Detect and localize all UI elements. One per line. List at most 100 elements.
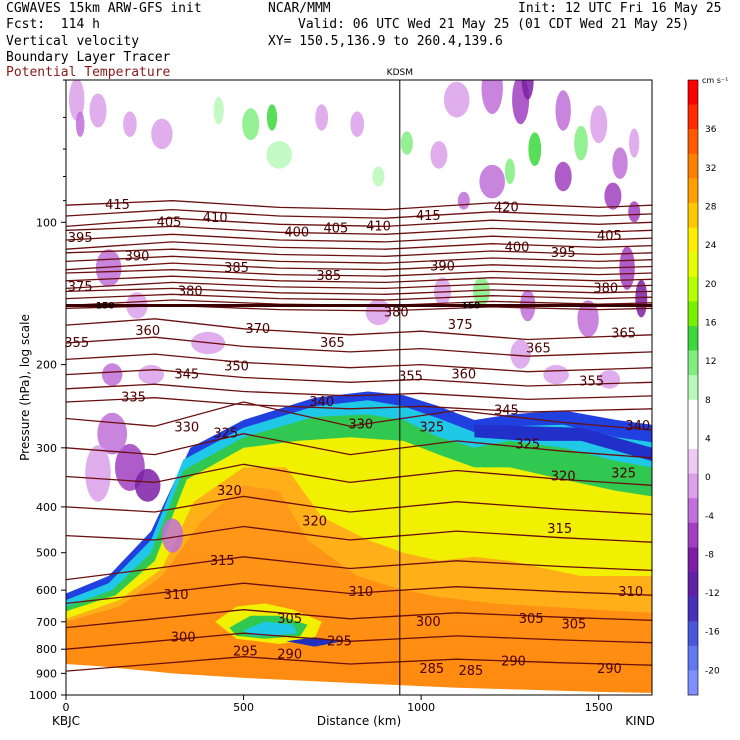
vertical-velocity-blob (604, 182, 622, 210)
y-tick-label: 600 (36, 584, 57, 597)
theta-label: 410 (203, 211, 228, 226)
theta-label: 380 (593, 281, 618, 296)
theta-contour (66, 525, 652, 543)
vertical-velocity-blob (400, 131, 413, 155)
theta-contour (66, 495, 652, 516)
theta-label: 410 (366, 219, 391, 234)
colorbar-swatch (688, 498, 698, 524)
theta-label: 290 (277, 647, 302, 662)
theta-label: 390 (430, 260, 455, 275)
theta-contour (66, 262, 652, 271)
theta-label: 300 (416, 615, 441, 630)
theta-label: 375 (68, 280, 93, 295)
tracer-cyan-pocket (243, 621, 297, 636)
colorbar-label: 28 (705, 203, 717, 213)
tropopause-label: 150 (462, 302, 481, 312)
theta-label: 310 (164, 588, 189, 603)
theta-contour (66, 225, 652, 235)
theta-label: 310 (618, 585, 643, 600)
colorbar-label: 16 (705, 319, 717, 329)
theta-label: 420 (494, 200, 519, 215)
theta-label: 400 (505, 240, 530, 255)
theta-label: 345 (494, 403, 519, 418)
colorbar-label: 4 (705, 435, 711, 445)
theta-contour (66, 269, 652, 277)
tropopause-label: 150 (96, 302, 115, 312)
theta-contour (66, 275, 652, 284)
theta-label: 320 (217, 484, 242, 499)
theta-contour (66, 233, 652, 243)
vertical-velocity-blob (138, 365, 164, 385)
colorbar-label: -4 (705, 512, 714, 522)
colorbar-swatch (688, 301, 698, 327)
theta-label: 295 (327, 634, 352, 649)
tracer-blue-band (474, 424, 652, 462)
colorbar-swatch (688, 153, 698, 179)
theta-label: 330 (174, 421, 199, 436)
colorbar-swatch (688, 350, 698, 376)
theta-label: 355 (64, 336, 89, 351)
forecast-hour: Fcst: 114 h (6, 17, 100, 32)
vertical-velocity-blob (430, 141, 448, 169)
colorbar-swatch (688, 129, 698, 155)
x-axis-label: Distance (km) (317, 714, 401, 728)
colorbar-label: 32 (705, 164, 716, 174)
theta-contour (66, 293, 652, 301)
x-tick-label: 500 (233, 701, 254, 714)
theta-label: 315 (547, 522, 572, 537)
y-tick-label: 800 (36, 643, 57, 656)
theta-contour (66, 217, 652, 228)
theta-label: 405 (323, 221, 348, 236)
vertical-velocity-blob (372, 166, 385, 187)
theta-label: 360 (135, 324, 160, 339)
theta-label: 365 (611, 327, 636, 342)
theta-label: 355 (398, 370, 423, 385)
y-tick-label: 900 (36, 667, 57, 680)
colorbar-swatch (688, 670, 698, 696)
theta-contour (66, 318, 652, 341)
theta-contour (66, 433, 652, 459)
colorbar-swatch (688, 326, 698, 351)
theta-label: 290 (597, 662, 622, 677)
vertical-velocity-blob (521, 80, 534, 100)
start-station-label: KBJC (52, 714, 80, 728)
theta-label: 380 (178, 284, 203, 299)
theta-label: 390 (125, 249, 150, 264)
theta-label: 385 (316, 269, 341, 284)
vertical-velocity-blob (242, 108, 260, 141)
theta-contour (66, 241, 652, 250)
theta-label: 415 (105, 198, 130, 213)
theta-contour (66, 656, 652, 672)
vertical-velocity-blob (543, 365, 569, 385)
vertical-velocity-blob (89, 93, 107, 128)
theta-label: 340 (309, 395, 334, 410)
theta-label: 365 (320, 336, 345, 351)
field-vertical-velocity: Vertical velocity (6, 34, 140, 49)
theta-contour (66, 281, 652, 290)
theta-label: 345 (174, 368, 199, 383)
vertical-velocity-blob (590, 105, 608, 144)
theta-label: 405 (597, 229, 622, 244)
theta-label: 350 (224, 360, 249, 375)
plot-frame (65, 79, 653, 696)
y-axis-label: Pressure (hPa), log scale (18, 314, 32, 461)
theta-label: 355 (579, 374, 604, 389)
colorbar-frame (687, 79, 699, 696)
theta-contour (66, 255, 652, 264)
theta-contour (66, 369, 652, 387)
colorbar-label: -16 (705, 628, 720, 638)
theta-label: 285 (458, 664, 483, 679)
colorbar-label: 24 (705, 241, 717, 251)
theta-contour (66, 383, 652, 401)
vertical-velocity-blob (504, 158, 515, 185)
vertical-velocity-blob (619, 246, 635, 290)
field-potential-temperature: Potential Temperature (6, 65, 171, 80)
colorbar-swatch (688, 621, 698, 647)
theta-label: 380 (384, 305, 409, 320)
y-tick-label: 700 (36, 616, 57, 629)
theta-label: 395 (551, 246, 576, 261)
field-boundary-layer-tracer: Boundary Layer Tracer (6, 50, 171, 65)
vertical-velocity-blob (628, 201, 641, 223)
colorbar-swatch (688, 547, 698, 573)
